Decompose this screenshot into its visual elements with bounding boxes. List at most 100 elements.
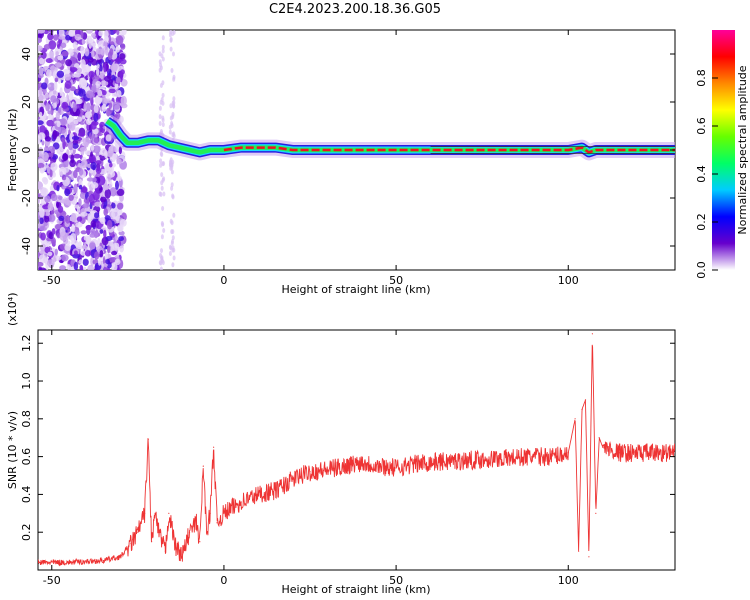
- noise-blob: [73, 153, 81, 159]
- noise-blob: [161, 100, 165, 106]
- noise-blob: [103, 63, 107, 73]
- noise-blob: [88, 193, 96, 204]
- noise-blob: [38, 147, 44, 156]
- snr-data-point: [591, 333, 594, 335]
- noise-blob: [162, 176, 166, 182]
- snr-data-point: [636, 452, 638, 454]
- snr-data-point: [130, 542, 132, 545]
- noise-blob: [170, 169, 174, 175]
- noise-blob: [158, 51, 162, 57]
- noise-blob: [80, 230, 87, 235]
- noise-blob: [82, 137, 90, 146]
- noise-blob: [44, 93, 50, 99]
- noise-blob: [94, 201, 102, 207]
- snr-data-point: [38, 561, 39, 563]
- noise-blob: [46, 259, 55, 267]
- noise-blob: [73, 183, 78, 194]
- noise-blob: [38, 132, 46, 140]
- noise-blob: [99, 217, 106, 225]
- noise-blob: [55, 136, 61, 143]
- noise-blob: [77, 116, 83, 122]
- noise-blob: [160, 172, 164, 178]
- noise-blob: [169, 46, 173, 52]
- noise-blob: [48, 214, 56, 223]
- noise-blob: [86, 177, 94, 182]
- noise-blob: [76, 98, 83, 105]
- snr-data-point: [598, 437, 600, 439]
- noise-blob: [109, 187, 118, 197]
- noise-blob: [169, 245, 173, 251]
- noise-blob: [95, 160, 102, 165]
- noise-blob: [38, 67, 44, 76]
- noise-blob: [161, 80, 165, 86]
- noise-blob: [72, 41, 78, 49]
- noise-blob: [50, 193, 58, 202]
- noise-blob: [83, 102, 87, 113]
- snr-multiplier: (x10⁴): [6, 293, 19, 327]
- noise-blob: [38, 208, 45, 218]
- noise-blob: [67, 228, 71, 233]
- snr-data-point: [395, 467, 397, 469]
- noise-blob: [79, 191, 87, 199]
- noise-blob: [111, 202, 116, 209]
- noise-blob: [60, 254, 69, 262]
- snr-data-point: [602, 446, 604, 448]
- noise-blob: [98, 258, 102, 266]
- noise-blob: [77, 132, 86, 137]
- noise-blob: [101, 103, 107, 113]
- noise-blob: [106, 107, 111, 117]
- snr-data-point: [584, 399, 587, 401]
- ytick-label: -20: [20, 189, 33, 207]
- noise-blob: [107, 173, 111, 182]
- noise-blob: [158, 67, 162, 73]
- noise-blob: [171, 111, 175, 117]
- snr-data-point: [161, 541, 163, 543]
- noise-blob: [97, 175, 106, 186]
- noise-blob: [38, 254, 47, 264]
- snr-data-point: [653, 452, 655, 454]
- noise-blob: [161, 35, 165, 41]
- noise-blob: [104, 75, 112, 82]
- noise-blob: [161, 48, 165, 54]
- noise-blob: [43, 44, 51, 50]
- noise-blob: [82, 244, 88, 250]
- noise-blob: [55, 111, 61, 120]
- noise-blob: [57, 205, 64, 213]
- snr-data-point: [533, 456, 535, 458]
- snr-data-point: [550, 456, 552, 458]
- noise-blob: [75, 222, 83, 228]
- noise-blob: [105, 236, 113, 241]
- snr-data-point: [120, 556, 122, 558]
- noise-blob: [119, 115, 124, 123]
- noise-blob: [64, 73, 72, 81]
- colorbar-tick-label: 0.0: [695, 261, 708, 279]
- noise-blob: [87, 213, 92, 221]
- noise-blob: [57, 195, 63, 200]
- noise-blob: [94, 97, 99, 104]
- snr-data-point: [137, 531, 139, 533]
- noise-blob: [74, 250, 78, 256]
- noise-blob: [118, 236, 124, 242]
- noise-blob: [50, 162, 58, 171]
- noise-blob: [62, 153, 68, 162]
- noise-blob: [104, 188, 112, 199]
- noise-blob: [172, 100, 176, 106]
- noise-blob: [90, 220, 97, 228]
- colorbar-gradient: [712, 30, 735, 270]
- noise-blob: [59, 231, 68, 242]
- noise-blob: [68, 194, 74, 201]
- noise-blob: [169, 30, 173, 35]
- noise-blob: [52, 90, 57, 95]
- noise-blob: [53, 34, 59, 41]
- noise-blob: [118, 176, 122, 182]
- noise-blob: [81, 159, 88, 169]
- noise-blob: [68, 30, 74, 37]
- noise-blob: [114, 242, 120, 249]
- noise-blob: [84, 250, 92, 257]
- noise-blob: [110, 166, 114, 172]
- noise-blob: [116, 30, 120, 36]
- snr-data-point: [151, 541, 153, 543]
- noise-blob: [70, 224, 76, 233]
- noise-blob: [111, 250, 118, 256]
